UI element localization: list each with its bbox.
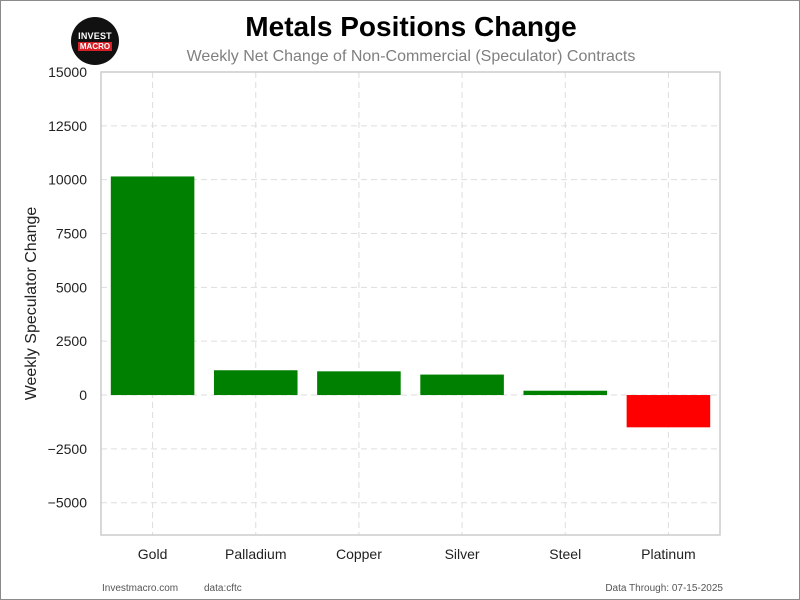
investmacro-logo: INVEST MACRO (71, 17, 119, 65)
footer-site: Investmacro.com (102, 583, 179, 594)
y-tick-label: 0 (79, 387, 87, 403)
y-tick-label: 10000 (48, 172, 87, 188)
bar-palladium (213, 370, 298, 396)
y-tick-label: 12500 (48, 118, 87, 134)
bar-platinum (626, 395, 711, 428)
x-tick-label: Steel (549, 546, 581, 562)
chart-subtitle: Weekly Net Change of Non-Commercial (Spe… (186, 48, 636, 65)
footer-data-through: Data Through: 07-15-2025 (605, 583, 723, 594)
x-tick-label: Gold (138, 546, 168, 562)
x-tick-label: Platinum (641, 546, 695, 562)
bar-silver (420, 374, 504, 396)
y-axis-label: Weekly Speculator Change (23, 207, 40, 401)
bar-steel (523, 390, 608, 396)
y-tick-label: 5000 (56, 279, 87, 295)
footer-source: data:cftc (204, 583, 242, 594)
x-tick-label: Palladium (225, 546, 286, 562)
logo-line1: INVEST (78, 31, 112, 41)
y-tick-label: −5000 (48, 495, 88, 511)
x-tick-label: Silver (445, 546, 480, 562)
plot-border (100, 71, 721, 536)
logo-line2: MACRO (77, 42, 113, 51)
bar-copper (317, 371, 401, 396)
bar-gold (110, 176, 195, 396)
chart-title: Metals Positions Change (245, 11, 577, 42)
y-tick-label: 7500 (56, 226, 87, 242)
x-tick-label: Copper (336, 546, 382, 562)
y-tick-label: −2500 (48, 441, 88, 457)
y-tick-label: 2500 (56, 333, 87, 349)
y-tick-label: 15000 (48, 64, 87, 80)
